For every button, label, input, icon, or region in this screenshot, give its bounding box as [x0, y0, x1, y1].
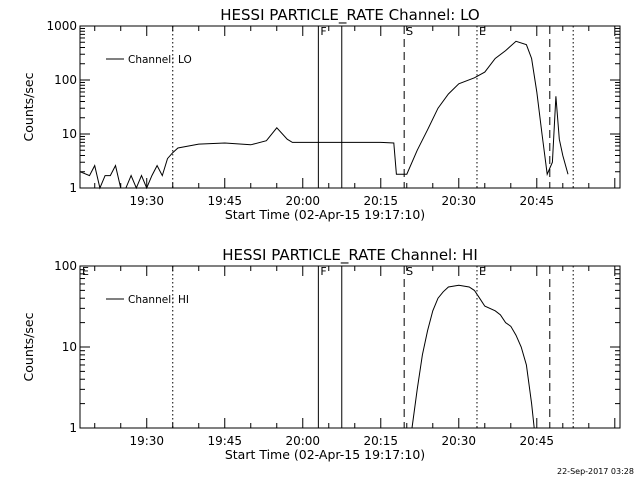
event-marker-label: S	[406, 25, 413, 38]
y-tick-label: 1000	[46, 19, 77, 33]
y-tick-label: 100	[54, 259, 77, 273]
x-tick-label: 20:30	[441, 434, 476, 448]
plot-frame	[79, 265, 621, 429]
chart-panel-1: HESSI PARTICLE_RATE Channel: LO 1 10 100 100…	[21, 6, 621, 222]
x-tick-label: 20:00	[285, 434, 320, 448]
x-tick-label: 19:45	[207, 434, 242, 448]
x-tick-label: 20:00	[285, 194, 320, 208]
y-tick-label: 1	[69, 181, 77, 195]
plot-frame	[79, 25, 621, 189]
y-tick-label: 100	[54, 73, 77, 87]
event-marker-label: S	[406, 265, 413, 278]
y-axis-label: Counts/sec	[21, 312, 36, 381]
event-marker-label: F	[320, 265, 326, 278]
x-tick-label: 20:45	[519, 194, 554, 208]
event-marker-label: F	[320, 25, 326, 38]
x-axis-label: Start Time (02-Apr-15 19:17:10)	[225, 207, 425, 222]
event-marker-label: E	[479, 265, 486, 278]
series-line	[79, 40, 569, 190]
chart-panel-2: HESSI PARTICLE_RATE Channel: HI 1 10 100 19:…	[21, 246, 621, 462]
x-tick-label: 20:15	[363, 434, 398, 448]
y-tick-label: 1	[69, 421, 77, 435]
x-tick-label: 19:45	[207, 194, 242, 208]
y-tick-label: 10	[62, 340, 77, 354]
y-axis-label: Counts/sec	[21, 72, 36, 141]
x-tick-label: 20:30	[441, 194, 476, 208]
event-marker-label: E	[479, 25, 486, 38]
chart-title: HESSI PARTICLE_RATE Channel: HI	[222, 246, 478, 265]
legend-label: Channel: LO	[128, 54, 192, 66]
legend-label: Channel: HI	[128, 294, 189, 306]
x-tick-label: 20:15	[363, 194, 398, 208]
footer-timestamp: 22-Sep-2017 03:28	[557, 467, 634, 476]
series-line	[411, 284, 535, 429]
x-axis-label: Start Time (02-Apr-15 19:17:10)	[225, 447, 425, 462]
y-tick-label: 10	[62, 127, 77, 141]
x-tick-label: 19:30	[129, 194, 164, 208]
x-tick-label: 20:45	[519, 434, 554, 448]
chart-title: HESSI PARTICLE_RATE Channel: LO	[220, 6, 479, 25]
event-marker-label: E	[82, 265, 89, 278]
x-tick-label: 19:30	[129, 434, 164, 448]
